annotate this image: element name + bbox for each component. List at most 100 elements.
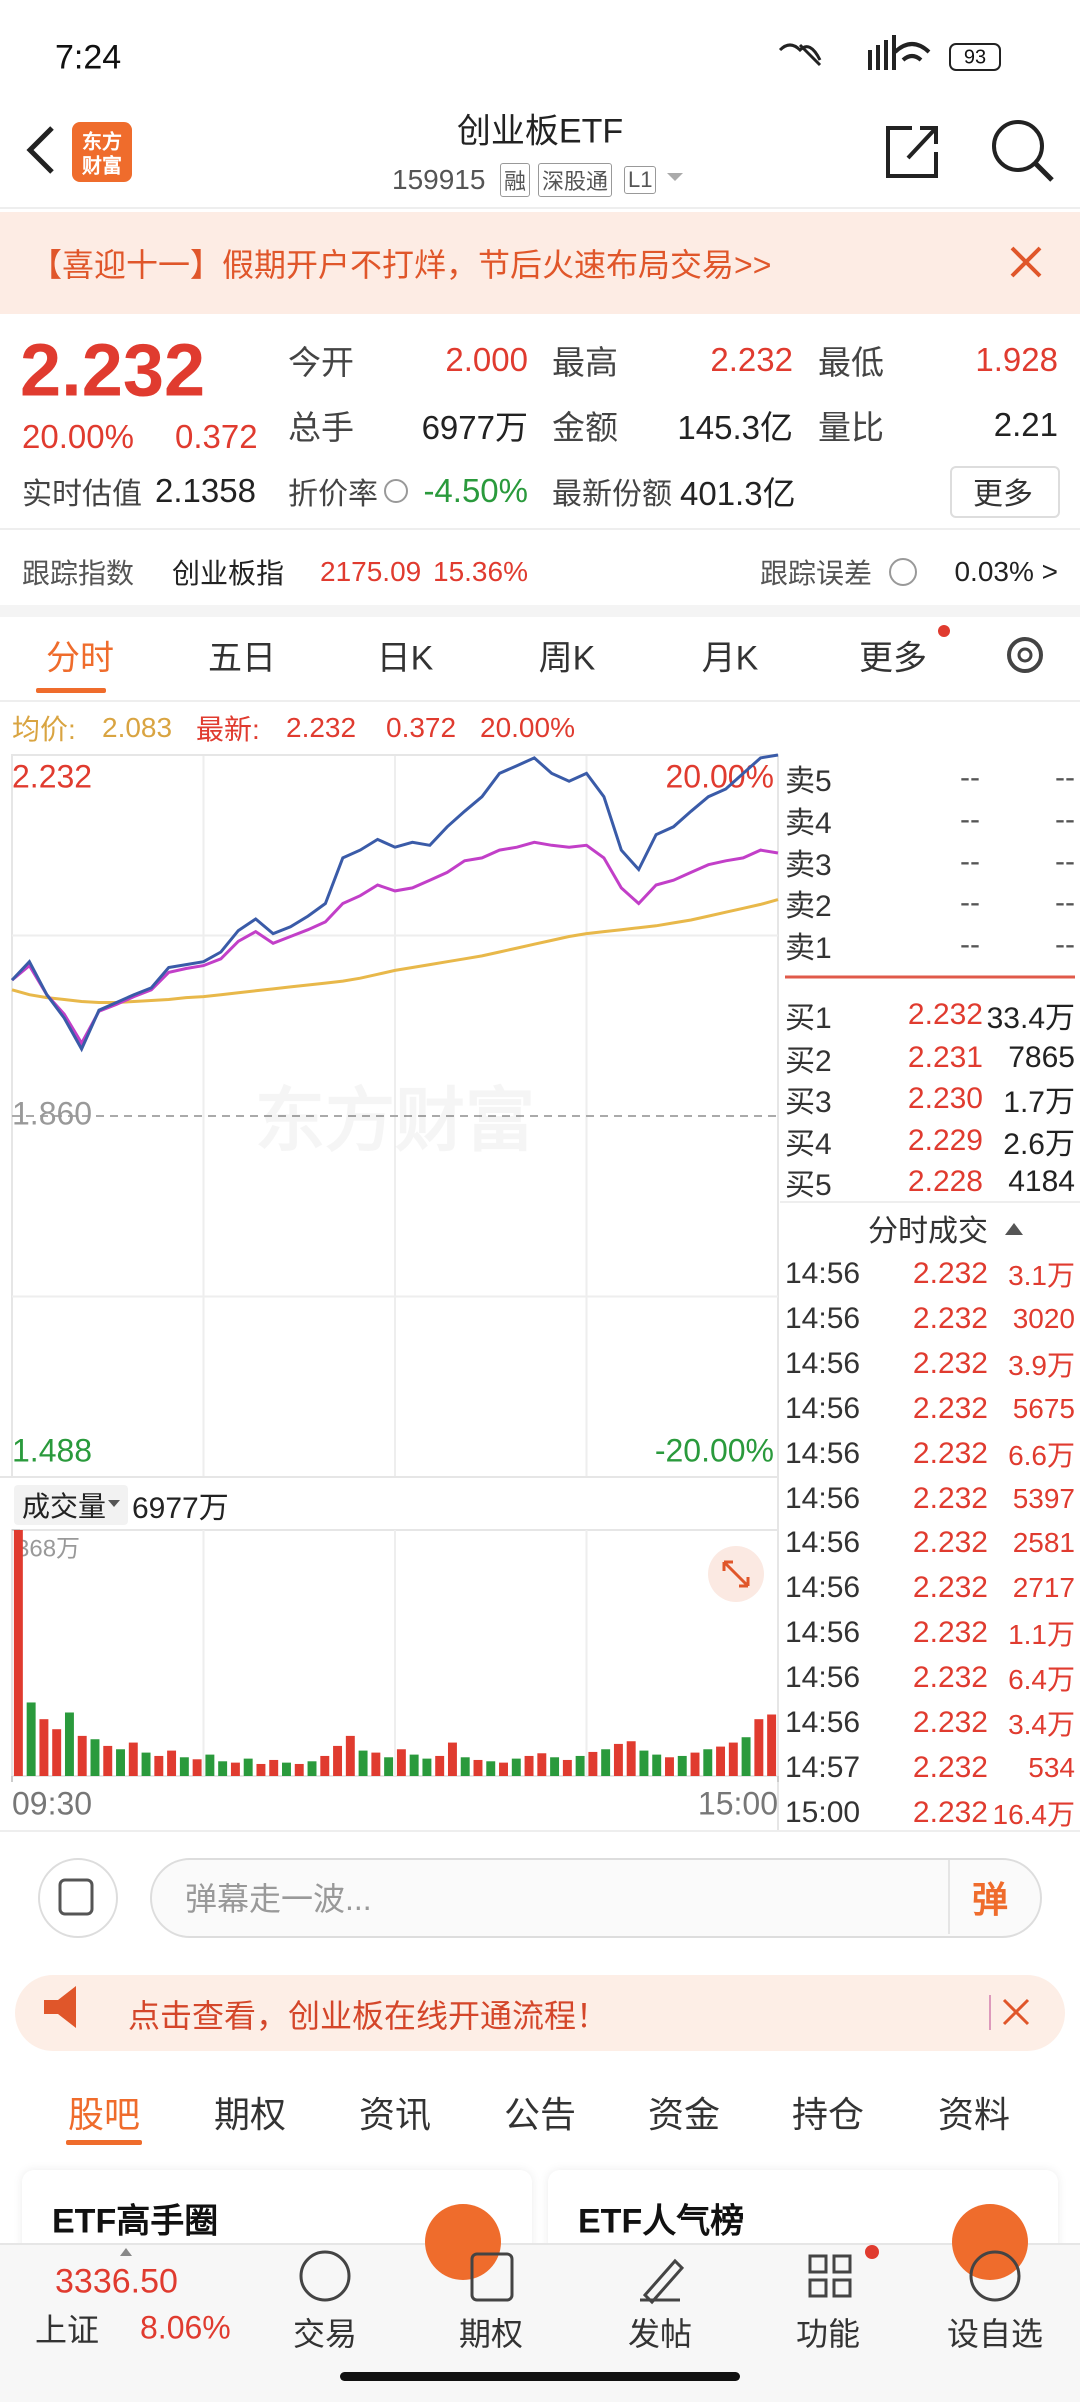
sort-arrow[interactable] <box>1005 1223 1023 1235</box>
volume-bar <box>345 1735 355 1776</box>
notice[interactable] <box>15 1975 1065 2051</box>
comment-input[interactable] <box>150 1858 1042 1938</box>
volume-bar <box>626 1741 636 1776</box>
search-handle <box>1034 162 1054 182</box>
trade-time: 14:56 <box>785 1616 861 1650</box>
nav-item[interactable]: 功能 <box>795 2316 861 2352</box>
trade-volume: 3020 <box>1012 1302 1075 1334</box>
field-value: 1.928 <box>975 341 1058 378</box>
comment-icon[interactable] <box>38 1858 118 1938</box>
field-label: 折价率 <box>288 478 378 511</box>
volume-bar <box>167 1750 177 1776</box>
content-tab[interactable]: 股吧 <box>67 2094 141 2135</box>
x-tick-label: 15:00 <box>698 1785 778 1821</box>
ask-volume: -- <box>1055 845 1075 878</box>
trade-price: 2.232 <box>912 1481 988 1515</box>
back-button[interactable] <box>26 126 54 174</box>
banner-close[interactable] <box>1010 246 1042 278</box>
volume-bar <box>550 1757 560 1776</box>
help-icon[interactable] <box>889 558 917 586</box>
nav-item[interactable]: 期权 <box>458 2316 524 2352</box>
dropdown-arrow[interactable] <box>667 173 683 181</box>
content-tab[interactable]: 公告 <box>503 2094 577 2135</box>
volume-bar <box>154 1755 164 1776</box>
wifi-icon <box>893 42 931 62</box>
ask-price: -- <box>960 761 980 794</box>
trade-volume: 5675 <box>1012 1392 1075 1424</box>
trade-price: 2.232 <box>912 1795 988 1829</box>
chart-tab[interactable]: 五日 <box>208 639 276 678</box>
tracking-error[interactable]: 0.03% > <box>954 556 1058 587</box>
ask-volume: -- <box>1055 761 1075 794</box>
volume-bar <box>703 1749 713 1776</box>
tracking-label: 跟踪指数 <box>22 558 135 589</box>
trade-time: 14:57 <box>785 1750 861 1784</box>
volume-bar <box>422 1758 432 1776</box>
ask-price: -- <box>960 886 980 919</box>
content-tab[interactable]: 期权 <box>213 2094 287 2135</box>
volume-bar <box>435 1755 445 1776</box>
card-title[interactable]: ETF人气榜 <box>578 2202 745 2241</box>
volume-bar <box>128 1742 138 1776</box>
change-pct: 20.00% <box>22 418 134 455</box>
field-value: 6977万 <box>421 409 528 446</box>
banner[interactable] <box>0 212 1080 314</box>
field-label: 总手 <box>288 409 354 446</box>
chart-info: 2.083 <box>102 712 173 743</box>
chart-tab[interactable]: 周K <box>538 639 596 678</box>
index-name: 上证 <box>35 2312 100 2348</box>
content-tab[interactable]: 持仓 <box>791 2094 865 2135</box>
volume-bar <box>677 1755 687 1776</box>
settings-button[interactable] <box>1007 637 1043 673</box>
nav-item[interactable]: 发帖 <box>627 2316 693 2352</box>
notice-text[interactable]: 点击查看，创业板在线开通流程！ <box>128 1998 609 2034</box>
comment-placeholder[interactable]: 弹幕走一波... <box>185 1881 372 1917</box>
chart-tab[interactable]: 月K <box>701 639 759 678</box>
more-button-text[interactable]: 更多 <box>973 478 1033 511</box>
trade-price: 2.232 <box>912 1571 988 1605</box>
volume-label[interactable]: 成交量 <box>22 1491 107 1522</box>
banner-text[interactable]: 【喜迎十一】假期开户不打烊，节后火速布局交易>> <box>30 247 772 283</box>
trade-time: 14:56 <box>785 1571 861 1605</box>
field-value: -4.50% <box>423 472 528 509</box>
field-value: 401.3亿 <box>680 475 796 512</box>
trade-volume: 16.4万 <box>992 1798 1076 1830</box>
volume-bar <box>90 1739 100 1776</box>
search-button[interactable] <box>992 120 1044 172</box>
field-value: 2.000 <box>445 341 528 378</box>
chart-tab[interactable]: 日K <box>376 639 434 678</box>
chart-tab[interactable]: 分时 <box>46 639 114 678</box>
volume-bar <box>358 1750 368 1776</box>
battery-icon <box>949 43 1001 71</box>
trade-price: 2.232 <box>912 1526 988 1560</box>
change-amount: 0.372 <box>175 418 258 455</box>
comment-button[interactable]: 弹 <box>971 1879 1009 1920</box>
volume-selector[interactable] <box>14 1485 128 1525</box>
nav-item[interactable]: 交易 <box>292 2316 358 2352</box>
notice-close[interactable] <box>1002 1998 1030 2026</box>
volume-bar <box>52 1729 62 1776</box>
content-tab[interactable]: 资金 <box>647 2094 721 2135</box>
field-value: 2.21 <box>993 406 1058 443</box>
price-line <box>10 753 779 1053</box>
price-line <box>11 840 779 1047</box>
more-button[interactable] <box>950 466 1060 518</box>
content-tab[interactable]: 资料 <box>937 2094 1011 2135</box>
trade-volume: 5397 <box>1012 1482 1075 1514</box>
content-tab[interactable]: 资讯 <box>358 2094 432 2135</box>
tag: 融 <box>500 163 531 197</box>
trade-time: 14:56 <box>785 1706 861 1739</box>
info-icon[interactable] <box>384 479 408 503</box>
index-value: 3336.50 <box>55 2262 178 2301</box>
ask-label: 卖2 <box>785 890 832 923</box>
ask-label: 卖5 <box>785 765 832 798</box>
share-button[interactable] <box>886 126 938 178</box>
bid-price: 2.229 <box>907 1124 983 1157</box>
card-title[interactable]: ETF高手圈 <box>52 2202 219 2241</box>
separator <box>0 1830 1080 1832</box>
volume-bar <box>409 1754 419 1776</box>
trades-title[interactable]: 分时成交 <box>868 1215 988 1248</box>
chart-tab[interactable]: 更多 <box>859 639 927 678</box>
nav-item[interactable]: 设自选 <box>946 2316 1044 2352</box>
